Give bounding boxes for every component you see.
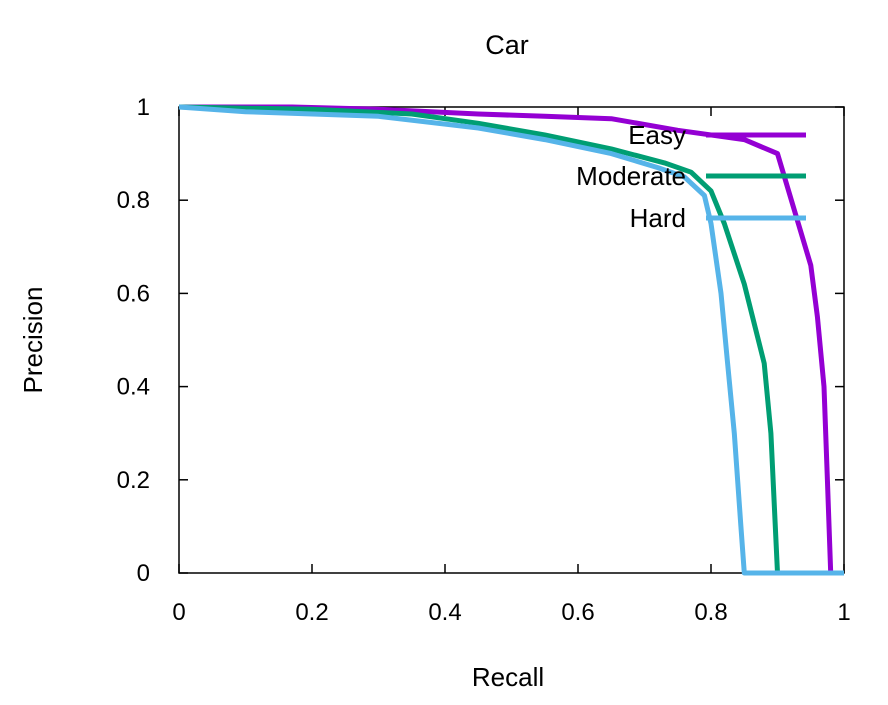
x-axis-ticks: 0 0.2 0.4 0.6 0.8 1	[172, 107, 851, 626]
legend-label-easy: Easy	[628, 120, 686, 150]
x-tick-label: 1	[837, 599, 850, 626]
chart-title: Car	[485, 30, 529, 60]
x-axis-label: Recall	[472, 662, 544, 692]
legend-label-hard: Hard	[630, 203, 686, 233]
y-tick-label: 1	[137, 94, 150, 121]
x-tick-label: 0.2	[295, 599, 328, 626]
y-axis-label: Precision	[18, 287, 48, 394]
series-lines	[178, 104, 844, 576]
x-tick-label: 0.8	[694, 599, 727, 626]
y-tick-label: 0	[137, 560, 150, 587]
x-tick-label: 0	[172, 599, 185, 626]
series-line-easy	[179, 104, 844, 576]
y-tick-label: 0.6	[117, 280, 150, 307]
series-line-hard	[178, 104, 844, 576]
y-axis-ticks: 0 0.2 0.4 0.6 0.8 1	[117, 94, 844, 587]
series-line-moderate	[178, 104, 844, 576]
legend-label-moderate: Moderate	[576, 161, 686, 191]
y-tick-label: 0.4	[117, 374, 150, 401]
legend: Easy Moderate Hard	[576, 120, 806, 233]
plot-frame	[178, 106, 845, 574]
x-tick-label: 0.6	[561, 599, 594, 626]
y-tick-label: 0.8	[117, 187, 150, 214]
x-tick-label: 0.4	[428, 599, 461, 626]
plot-area	[178, 106, 845, 574]
y-tick-label: 0.2	[117, 467, 150, 494]
